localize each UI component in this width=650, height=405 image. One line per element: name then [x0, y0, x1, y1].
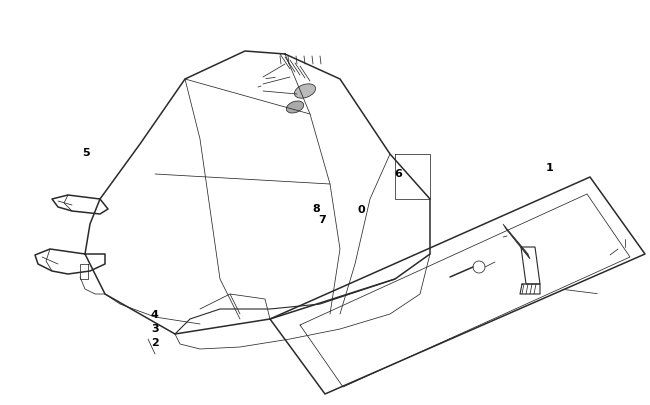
Text: 0: 0 [358, 205, 365, 214]
Text: 8: 8 [313, 204, 320, 213]
Text: 6: 6 [394, 168, 402, 178]
Text: 3: 3 [151, 323, 159, 333]
Text: 7: 7 [318, 215, 326, 224]
Text: 1: 1 [545, 163, 553, 173]
Ellipse shape [287, 102, 304, 114]
Text: 4: 4 [151, 309, 159, 319]
Ellipse shape [294, 85, 315, 99]
Polygon shape [503, 224, 530, 259]
Text: 2: 2 [151, 337, 159, 347]
Text: 5: 5 [82, 148, 90, 158]
